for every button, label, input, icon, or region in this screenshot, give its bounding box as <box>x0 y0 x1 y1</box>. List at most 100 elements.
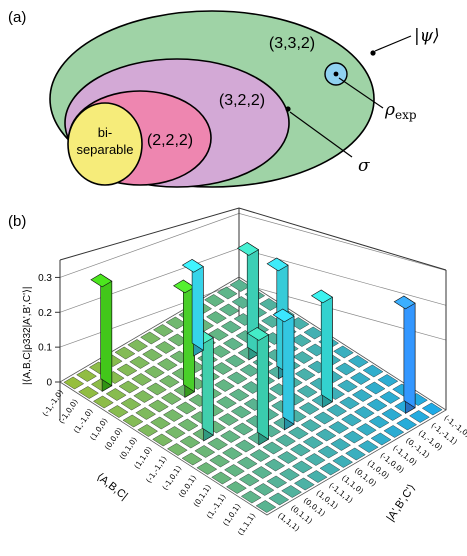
floor-cell <box>345 447 366 461</box>
floor-cell <box>107 405 129 418</box>
floor-cell <box>370 432 392 446</box>
bars <box>90 241 416 446</box>
floor-cell <box>206 311 227 324</box>
bar-top-face <box>246 327 270 341</box>
floor-cell <box>140 331 161 345</box>
z-tick-label: 0.3 <box>38 273 52 284</box>
floor-cell <box>144 365 165 379</box>
floor-cell <box>179 435 201 449</box>
floor-cell <box>78 386 99 399</box>
floor-cell <box>396 417 417 431</box>
floor-cell <box>228 388 250 402</box>
floor-cell <box>222 447 243 460</box>
left-axis-label: ⟨A,B,C| <box>94 471 130 503</box>
floor-cell <box>120 397 142 411</box>
set-332-label: (3,3,2) <box>269 35 315 52</box>
floor-cell <box>379 391 401 404</box>
left-tick-label: (1,0,0) <box>88 416 109 442</box>
floor-cell <box>326 404 347 417</box>
bar-top-face <box>90 273 113 288</box>
floor-cell <box>142 348 163 362</box>
floor-cell <box>266 475 288 489</box>
floor-cell <box>343 430 364 444</box>
floor-cell <box>222 337 244 351</box>
floor-cell <box>306 470 328 483</box>
floor-cell <box>127 339 148 352</box>
panel-a: (a) bi- separable (2,2,2) (3,2,2) (3,3,2… <box>8 9 440 188</box>
floor-cell <box>294 368 316 381</box>
panel-b-label: (b) <box>8 213 26 230</box>
floor-cell <box>350 372 371 385</box>
floor-cell <box>296 385 318 398</box>
psi-label: |ψ⟩ <box>414 26 440 46</box>
floor-cell <box>204 294 225 307</box>
bar <box>181 258 204 357</box>
floor-cell <box>281 485 302 498</box>
left-tick-label: (0,0,1) <box>177 473 198 499</box>
floor-cell <box>232 422 254 436</box>
floor-cell <box>251 466 273 479</box>
floor-cell <box>212 362 233 375</box>
floor-cell <box>290 334 312 347</box>
floor-cell <box>364 381 386 395</box>
floor-cell <box>218 303 240 317</box>
sigma-label: σ <box>358 156 370 176</box>
floor-cell <box>294 477 315 491</box>
bar-side-face <box>256 326 269 440</box>
floor-cell <box>292 351 314 364</box>
floor-cell <box>224 464 245 477</box>
rho-exp-pointer <box>338 77 384 109</box>
rho-exp-point <box>333 71 339 77</box>
floor-cell <box>148 399 169 413</box>
floor-cell <box>114 346 136 360</box>
floor-cell <box>381 408 403 421</box>
bar-side-face <box>191 258 204 351</box>
z-ticks: 0 0.1 0.2 0.3 <box>38 273 60 389</box>
floor-cell <box>362 364 384 378</box>
set-322-label: (3,2,2) <box>219 92 265 109</box>
floor-cell <box>155 341 176 354</box>
psi-point <box>370 50 376 56</box>
floor-cell <box>383 425 405 438</box>
floor-cell <box>330 438 351 451</box>
floor-cell <box>175 401 197 415</box>
panel-a-label: (a) <box>8 9 26 26</box>
bar-side-face <box>320 289 333 403</box>
floor-cell <box>300 419 322 432</box>
floor-cell <box>315 428 337 442</box>
floor-cell <box>230 405 252 419</box>
z-tick-label: 0 <box>46 378 52 389</box>
bar-side-face <box>282 308 295 425</box>
left-tick-label: (1,1,1) <box>236 511 257 537</box>
bar-top-face <box>236 242 260 256</box>
floor-cell <box>163 409 184 422</box>
floor-cell <box>161 392 182 405</box>
floor-cell <box>209 454 230 468</box>
floor-cell <box>153 324 174 337</box>
floor-cell <box>93 395 114 409</box>
floor-cell <box>238 473 260 487</box>
bar <box>310 289 333 409</box>
floor-cell <box>129 356 150 369</box>
floor-cell <box>335 362 356 376</box>
sigma-pointer <box>289 111 353 158</box>
bar-top-face <box>272 308 295 323</box>
floor-cell <box>177 418 199 432</box>
floor-cell <box>288 426 309 440</box>
floor-outline <box>59 276 447 516</box>
bar-top-face <box>266 257 289 272</box>
floor-cell <box>317 445 339 459</box>
floor-cell <box>253 483 275 496</box>
floor-cell <box>377 374 399 387</box>
floor-cell <box>216 396 237 409</box>
floor-cell <box>275 434 296 447</box>
floor-cell <box>328 421 349 434</box>
floor-cell <box>159 375 180 388</box>
floor-cell <box>216 286 238 300</box>
floor-cell <box>341 413 362 427</box>
sigma-point <box>285 106 291 112</box>
floor-cell <box>181 452 203 466</box>
floor-cell <box>319 462 341 476</box>
floor-cell <box>249 449 271 462</box>
floor-cell <box>226 481 247 494</box>
